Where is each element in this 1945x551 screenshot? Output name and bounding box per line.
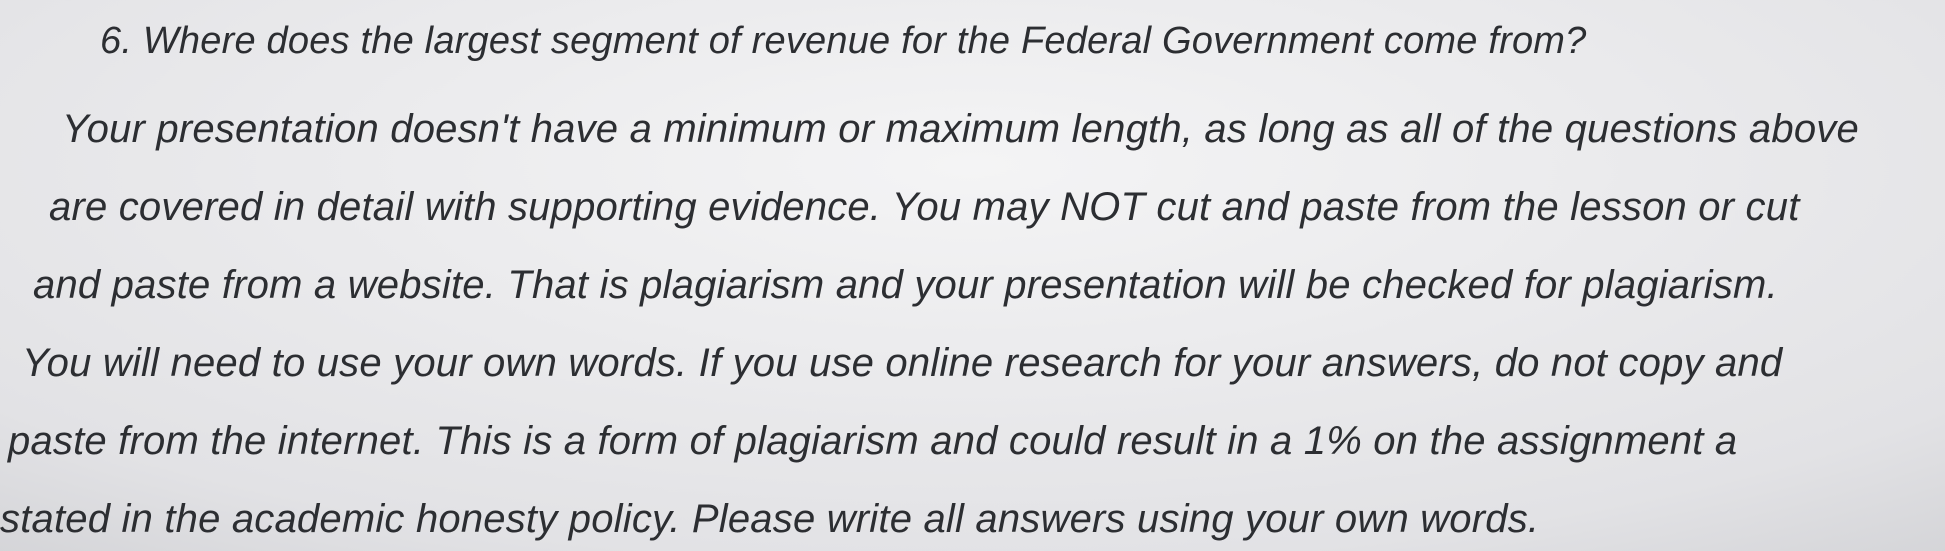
instructions-paragraph: Your presentation doesn't have a minimum… bbox=[0, 90, 1945, 551]
document-page: 6. Where does the largest segment of rev… bbox=[0, 0, 1945, 551]
question-number: 6. bbox=[100, 20, 132, 62]
body-line: stated in the academic honesty policy. P… bbox=[0, 480, 1945, 551]
body-line: Your presentation doesn't have a minimum… bbox=[62, 90, 1945, 168]
body-line: and paste from a website. That is plagia… bbox=[33, 246, 1945, 324]
question-text: Where does the largest segment of revenu… bbox=[143, 20, 1587, 62]
body-line: You will need to use your own words. If … bbox=[22, 324, 1945, 402]
body-line: are covered in detail with supporting ev… bbox=[49, 168, 1945, 246]
question-line: 6. Where does the largest segment of rev… bbox=[100, 18, 1925, 66]
body-line: paste from the internet. This is a form … bbox=[8, 402, 1945, 480]
